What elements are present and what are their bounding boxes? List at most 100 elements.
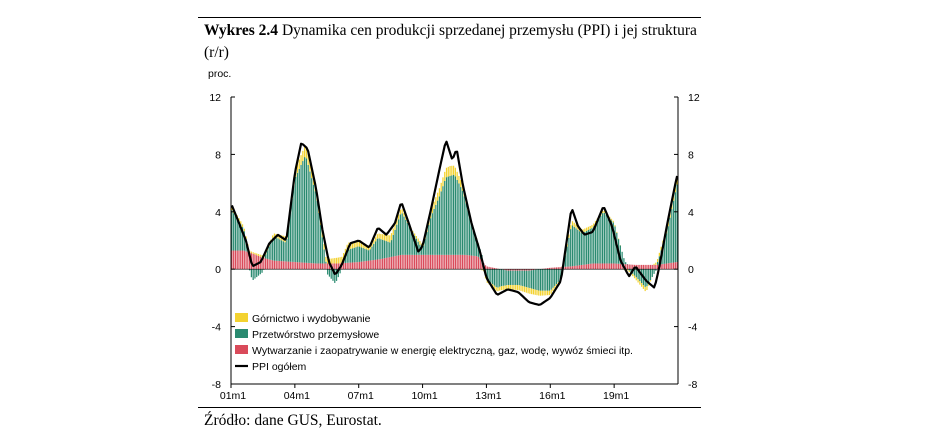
bar-segment (245, 236, 247, 239)
bar-segment (380, 239, 382, 259)
bar-segment (328, 263, 331, 270)
x-tick-label: 04m1 (284, 390, 310, 402)
bar-segment (394, 229, 396, 257)
bar-segment (612, 263, 614, 270)
legend: Górnictwo i wydobywanie Przetwórstwo prze… (235, 313, 633, 373)
bar-segment (621, 251, 623, 264)
bar-segment (445, 254, 448, 270)
bar-segment (374, 237, 377, 242)
bar-segment (376, 259, 378, 270)
bar-segment (617, 238, 620, 240)
bar-segment (412, 232, 414, 255)
bar-segment (557, 282, 559, 284)
bar-segment (641, 264, 643, 270)
bar-segment (403, 254, 405, 270)
bar-segment (247, 251, 249, 270)
bar-segment (327, 263, 329, 270)
bar-segment (646, 286, 648, 291)
bar-segment (422, 254, 425, 270)
bar-segment (477, 256, 480, 270)
bar-segment (632, 273, 634, 277)
bar-segment (557, 269, 559, 283)
bar-segment (653, 269, 655, 274)
bar-segment (300, 155, 302, 165)
bar-segment (571, 266, 574, 270)
bar-segment (586, 264, 588, 270)
bar-segment (273, 233, 276, 237)
bar-segment (456, 179, 458, 255)
bar-segment (628, 270, 630, 273)
bar-segment (277, 260, 279, 270)
bar-segment (415, 236, 417, 239)
bar-segment (257, 254, 260, 256)
bar-segment (593, 226, 595, 264)
bar-segment (376, 234, 378, 239)
bar-segment (307, 153, 309, 165)
ppi-total-line (230, 140, 679, 306)
bar-segment (254, 254, 256, 270)
y-tick-label-right: 0 (688, 264, 694, 276)
bar-segment (396, 224, 398, 256)
bar-segment (364, 248, 366, 262)
bar-segment (454, 167, 457, 177)
bar-segment (676, 184, 678, 263)
bar-segment (339, 269, 341, 274)
bar-segment (472, 230, 474, 256)
bar-segment (578, 265, 581, 270)
bar-segment (250, 269, 253, 278)
bar-segment (529, 288, 531, 294)
bar-segment (346, 251, 348, 263)
bar-segment (376, 238, 378, 260)
bar-segment (454, 254, 457, 270)
bar-segment (264, 258, 267, 270)
bar-segment (312, 263, 315, 270)
bar-segment (529, 270, 531, 289)
bar-segment (630, 264, 632, 270)
bar-segment (364, 261, 366, 270)
bar-segment (273, 260, 276, 270)
bar-segment (282, 261, 284, 270)
bar-segment (456, 254, 458, 270)
bar-segment (343, 263, 345, 270)
bar-segment (460, 254, 462, 270)
bar-segment (392, 228, 394, 235)
legend-label: Górnictwo i wydobywanie (252, 313, 371, 325)
x-tick-label: 01m1 (220, 390, 246, 402)
bar-segment (394, 223, 396, 230)
bar-segment (312, 184, 315, 264)
bar-segment (527, 287, 529, 294)
bar-segment (532, 270, 535, 290)
bar-segment (465, 254, 467, 270)
bar-segment (389, 242, 391, 258)
bar-segment (449, 165, 451, 176)
bar-segment (298, 159, 300, 169)
bar-segment (589, 229, 591, 264)
bar-segment (500, 269, 503, 287)
bar-segment (234, 215, 237, 251)
bar-segment (534, 269, 536, 290)
bar-segment (309, 171, 311, 264)
bar-segment (671, 209, 673, 263)
bar-segment (669, 217, 671, 263)
bar-segment (289, 212, 292, 262)
bar-segment (426, 231, 428, 255)
bar-segment (607, 216, 609, 264)
bar-segment (632, 264, 634, 270)
bar-segment (451, 165, 453, 176)
legend-swatch (235, 329, 248, 338)
bar-segment (433, 201, 435, 209)
chart-title: Wykres 2.4 Dynamika cen produkcji sprzed… (204, 20, 700, 64)
bar-segment (380, 258, 382, 270)
bar-segment (481, 269, 483, 271)
bar-segment (614, 226, 616, 264)
bar-segment (497, 269, 499, 288)
bar-segment (238, 221, 240, 251)
bar-segment (382, 258, 384, 270)
bar-segment (412, 254, 414, 270)
y-tick-label-left: -8 (212, 379, 221, 391)
bar-segment (534, 289, 536, 295)
bar-segment (609, 216, 611, 219)
bar-segment (383, 234, 386, 241)
bar-segment (257, 269, 260, 276)
